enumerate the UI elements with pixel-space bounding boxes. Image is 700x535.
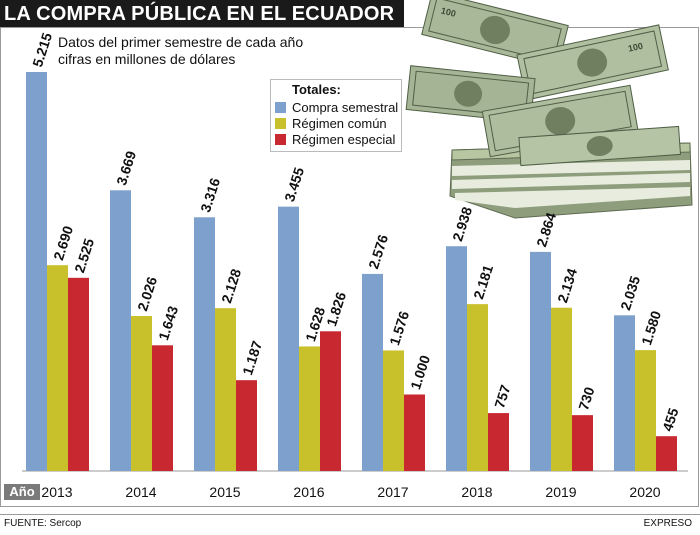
x-tick-label-2015: 2015 [209, 484, 240, 500]
money-illustration: 100 100 [405, 0, 693, 219]
value-label-regimen-especial-2019: 730 [575, 385, 598, 412]
value-label-regimen-comun-2020: 1.580 [638, 309, 664, 347]
value-label-regimen-comun-2018: 2.181 [470, 263, 496, 301]
bar-regimen-comun-2013 [47, 265, 68, 471]
value-label-regimen-comun-2014: 2.026 [134, 274, 160, 312]
x-tick-label-2019: 2019 [545, 484, 576, 500]
bar-regimen-especial-2019 [572, 415, 593, 471]
chart-frame [0, 27, 699, 507]
title-bar: LA COMPRA PÚBLICA EN EL ECUADOR [0, 0, 404, 27]
bar-regimen-comun-2019 [551, 307, 572, 471]
bar-regimen-especial-2016 [320, 331, 341, 471]
svg-text:100: 100 [440, 6, 457, 19]
source-note: FUENTE: Sercop [4, 518, 82, 529]
bar-regimen-especial-2020 [656, 436, 677, 471]
bar-regimen-comun-2015 [215, 308, 236, 471]
legend-swatch [275, 134, 286, 145]
value-label-regimen-especial-2017: 1.000 [407, 353, 433, 391]
bar-compra-semestral-2020 [614, 315, 635, 471]
value-label-regimen-comun-2013: 2.690 [50, 224, 76, 262]
bar-compra-semestral-2015 [194, 217, 215, 471]
bar-regimen-comun-2018 [467, 304, 488, 471]
value-label-compra-semestral-2016: 3.455 [281, 165, 307, 203]
bar-regimen-especial-2013 [68, 277, 89, 471]
value-label-regimen-especial-2018: 757 [491, 383, 514, 410]
publisher-credit: EXPRESO [643, 518, 692, 529]
x-tick-label-2013: 2013 [41, 484, 72, 500]
value-label-regimen-especial-2016: 1.826 [323, 290, 349, 328]
bar-compra-semestral-2018 [446, 246, 467, 471]
bar-compra-semestral-2016 [278, 206, 299, 471]
x-tick-label-2020: 2020 [629, 484, 660, 500]
value-label-compra-semestral-2014: 3.669 [113, 149, 139, 187]
bar-regimen-comun-2020 [635, 350, 656, 471]
bars-layer [26, 72, 677, 472]
value-label-compra-semestral-2020: 2.035 [617, 274, 643, 312]
banknote: 100 [421, 0, 569, 69]
bar-regimen-comun-2014 [131, 315, 152, 471]
legend-item-compra-semestral: Compra semestral [275, 100, 398, 116]
value-label-regimen-especial-2020: 455 [659, 406, 682, 433]
value-label-regimen-especial-2013: 2.525 [71, 236, 97, 274]
bar-compra-semestral-2013 [26, 72, 47, 471]
legend-label: Régimen especial [292, 132, 396, 147]
bar-regimen-comun-2017 [383, 350, 404, 471]
legend-swatch [275, 102, 286, 113]
legend-item-regimen-especial: Régimen especial [275, 132, 395, 148]
legend-label: Compra semestral [292, 100, 399, 115]
value-label-regimen-comun-2015: 2.128 [218, 267, 244, 305]
banknote: 100 [516, 24, 669, 101]
bar-regimen-especial-2015 [236, 380, 257, 471]
subtitle-line-2: cifras en millones de dólares [58, 51, 236, 67]
bar-compra-semestral-2019 [530, 251, 551, 471]
year-axis-badge: Año [4, 484, 40, 500]
chart-subtitle: Datos del primer semestre de cada año ci… [58, 34, 303, 68]
bar-regimen-comun-2016 [299, 346, 320, 471]
svg-text:100: 100 [627, 41, 644, 54]
x-tick-label-2016: 2016 [293, 484, 324, 500]
bar-regimen-especial-2014 [152, 345, 173, 471]
bar-compra-semestral-2017 [362, 273, 383, 471]
bar-regimen-especial-2017 [404, 394, 425, 471]
legend: Totales: Compra semestral Régimen común … [270, 79, 402, 152]
value-label-compra-semestral-2017: 2.576 [365, 232, 391, 270]
chart-title: LA COMPRA PÚBLICA EN EL ECUADOR [4, 3, 395, 25]
subtitle-line-1: Datos del primer semestre de cada año [58, 34, 304, 50]
x-tick-label-2018: 2018 [461, 484, 492, 500]
footer-divider [0, 514, 700, 515]
x-tick-label-2014: 2014 [125, 484, 156, 500]
legend-swatch [275, 118, 286, 129]
x-tick-label-2017: 2017 [377, 484, 408, 500]
value-label-compra-semestral-2018: 2.938 [449, 205, 475, 243]
value-label-regimen-comun-2017: 1.576 [386, 309, 412, 347]
banknote [518, 125, 682, 167]
x-tick-labels: 2013 2014 2015 2016 2017 2018 2019 2020 [41, 484, 660, 500]
value-label-regimen-especial-2015: 1.187 [239, 339, 265, 377]
legend-label: Régimen común [292, 116, 387, 131]
value-label-regimen-especial-2014: 1.643 [155, 304, 181, 342]
bar-regimen-especial-2018 [488, 413, 509, 471]
value-label-compra-semestral-2015: 3.316 [197, 176, 223, 214]
legend-item-regimen-comun: Régimen común [275, 116, 387, 132]
value-label-regimen-comun-2019: 2.134 [554, 266, 580, 304]
bar-compra-semestral-2014 [110, 190, 131, 472]
value-label-compra-semestral-2013: 5.215 [29, 30, 55, 68]
legend-title: Totales: [292, 82, 341, 97]
